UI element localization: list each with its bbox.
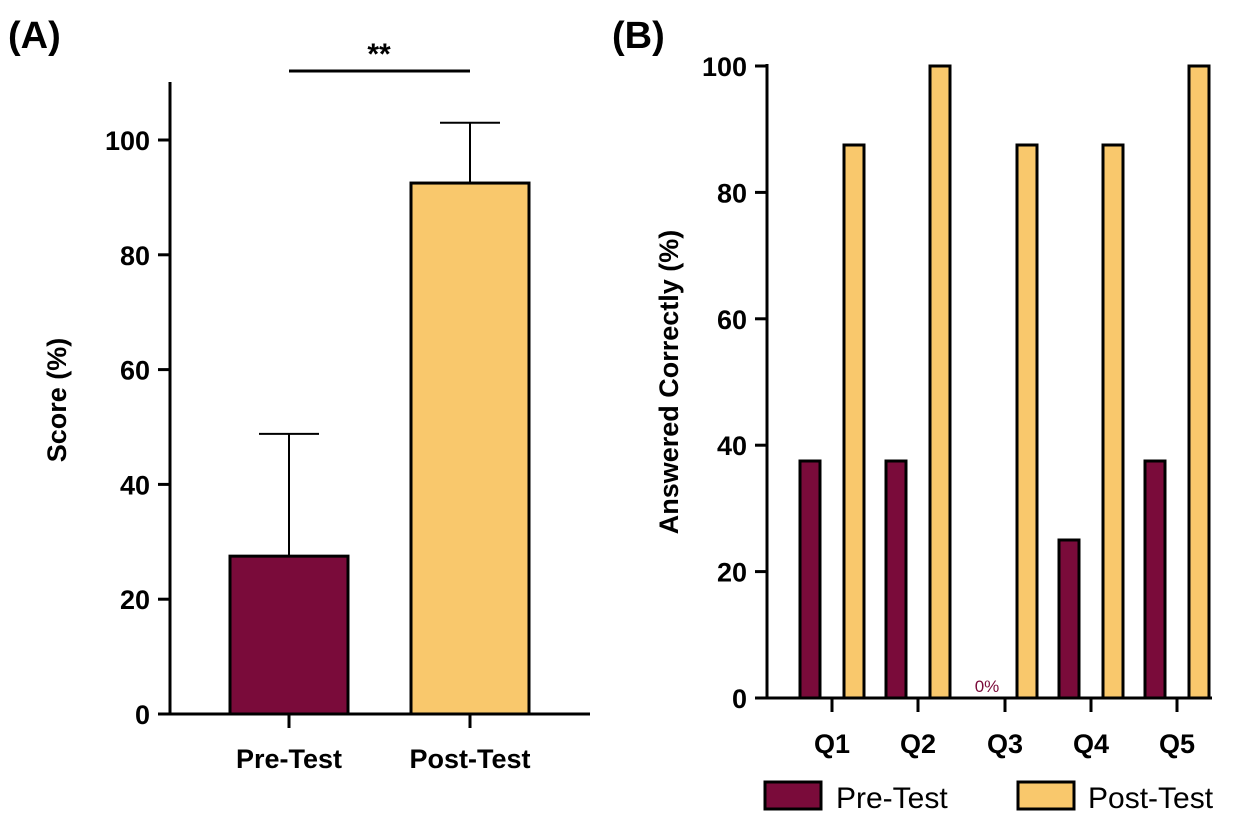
y-tick-label: 100: [702, 52, 747, 82]
x-tick-label: Post-Test: [409, 744, 530, 774]
y-tick-label: 60: [120, 356, 150, 386]
bar: [1187, 64, 1211, 700]
x-tick-label: Q5: [1159, 729, 1195, 759]
y-tick-label: 0: [732, 684, 747, 714]
panel-a: 0 20 40 60 80 100 Pre-Test Post-Test **: [105, 38, 590, 774]
x-tick-label: Q2: [900, 729, 936, 759]
x-tick-label: Q1: [814, 729, 850, 759]
bar: [842, 143, 866, 700]
panel-a-label: (A): [8, 15, 61, 57]
bar: [1057, 538, 1081, 700]
bar: [1015, 143, 1039, 700]
panel-b-ylabel: Answered Correctly (%): [654, 230, 684, 535]
y-tick-label: 100: [105, 126, 150, 156]
x-tick-label: Pre-Test: [236, 744, 342, 774]
legend-swatch-pre: [763, 780, 823, 811]
legend-label-post: Post-Test: [1088, 782, 1214, 813]
bar: [1143, 459, 1167, 700]
bar: [798, 459, 822, 700]
y-tick-label: 0: [135, 700, 150, 730]
bar: [928, 64, 952, 700]
legend-label-pre: Pre-Test: [836, 782, 948, 813]
y-tick-label: 40: [717, 431, 747, 461]
y-tick-label: 80: [120, 241, 150, 271]
zero-value-label: 0%: [975, 677, 1000, 696]
legend: Pre-Test Post-Test: [763, 780, 1214, 813]
x-tick-label: Q4: [1073, 729, 1109, 759]
legend-swatch-post: [1016, 780, 1076, 811]
bar: [1101, 143, 1125, 700]
panel-a-ylabel: Score (%): [42, 338, 72, 463]
panel-b: 0 20 40 60 80 100 Q1 Q2 0% Q3 Q4 Q5: [702, 52, 1212, 759]
y-tick-label: 60: [717, 305, 747, 335]
y-tick-label: 80: [717, 178, 747, 208]
y-tick-label: 20: [717, 558, 747, 588]
x-tick-label: Q3: [987, 729, 1023, 759]
y-tick-label: 40: [120, 470, 150, 500]
bar: [228, 554, 350, 716]
bar: [884, 459, 908, 700]
bar: [409, 181, 531, 716]
significance-label: **: [367, 38, 391, 71]
panel-b-label: (B): [612, 15, 665, 57]
y-tick-label: 20: [120, 585, 150, 615]
